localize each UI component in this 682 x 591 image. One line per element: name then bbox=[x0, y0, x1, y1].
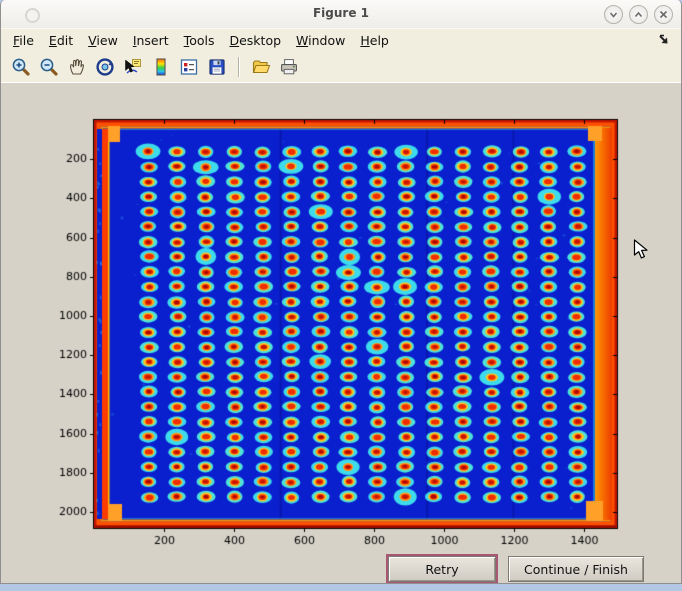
print-icon bbox=[279, 57, 299, 77]
menu-view[interactable]: View bbox=[87, 31, 119, 50]
zoom-out-button[interactable] bbox=[38, 56, 60, 78]
chevron-down-icon bbox=[608, 9, 619, 20]
legend-icon bbox=[179, 57, 199, 77]
close-button[interactable] bbox=[654, 5, 673, 24]
dock-figure-icon[interactable] bbox=[657, 32, 671, 46]
figure-canvas[interactable] bbox=[1, 84, 682, 584]
screen: Figure 1 bbox=[0, 0, 682, 591]
menu-desktop[interactable]: Desktop bbox=[228, 31, 282, 50]
data-cursor-icon bbox=[123, 57, 143, 77]
minimize-button[interactable] bbox=[604, 5, 623, 24]
rotate-3d-button[interactable] bbox=[94, 56, 116, 78]
continue-finish-button[interactable]: Continue / Finish bbox=[508, 556, 644, 582]
maximize-button[interactable] bbox=[629, 5, 648, 24]
zoom-in-button[interactable] bbox=[10, 56, 32, 78]
pan-hand-icon bbox=[67, 57, 87, 77]
pan-button[interactable] bbox=[66, 56, 88, 78]
figure-toolbar bbox=[1, 51, 681, 83]
menu-tools[interactable]: Tools bbox=[183, 31, 216, 50]
rotate-3d-icon bbox=[95, 57, 115, 77]
menu-edit[interactable]: Edit bbox=[48, 31, 74, 50]
window-title: Figure 1 bbox=[1, 6, 681, 20]
save-floppy-icon bbox=[207, 57, 227, 77]
title-bar[interactable]: Figure 1 bbox=[1, 0, 681, 29]
desktop-strip bbox=[0, 584, 682, 591]
menu-window[interactable]: Window bbox=[295, 31, 346, 50]
zoom-out-icon bbox=[39, 57, 59, 77]
close-icon bbox=[658, 9, 669, 20]
menu-file[interactable]: File bbox=[12, 31, 35, 50]
toolbar-separator bbox=[238, 57, 240, 77]
save-button[interactable] bbox=[206, 56, 228, 78]
insert-colorbar-button[interactable] bbox=[150, 56, 172, 78]
print-button[interactable] bbox=[278, 56, 300, 78]
chevron-up-icon bbox=[633, 9, 644, 20]
colorbar-icon bbox=[151, 57, 171, 77]
open-button[interactable] bbox=[250, 56, 272, 78]
menu-help[interactable]: Help bbox=[359, 31, 390, 50]
menu-insert[interactable]: Insert bbox=[132, 31, 170, 50]
menu-bar: File Edit View Insert Tools Desktop Wind… bbox=[1, 28, 681, 51]
zoom-in-icon bbox=[11, 57, 31, 77]
open-folder-icon bbox=[251, 57, 271, 77]
insert-legend-button[interactable] bbox=[178, 56, 200, 78]
retry-button[interactable]: Retry bbox=[388, 556, 496, 582]
data-cursor-button[interactable] bbox=[122, 56, 144, 78]
figure-window: Figure 1 bbox=[0, 0, 682, 584]
